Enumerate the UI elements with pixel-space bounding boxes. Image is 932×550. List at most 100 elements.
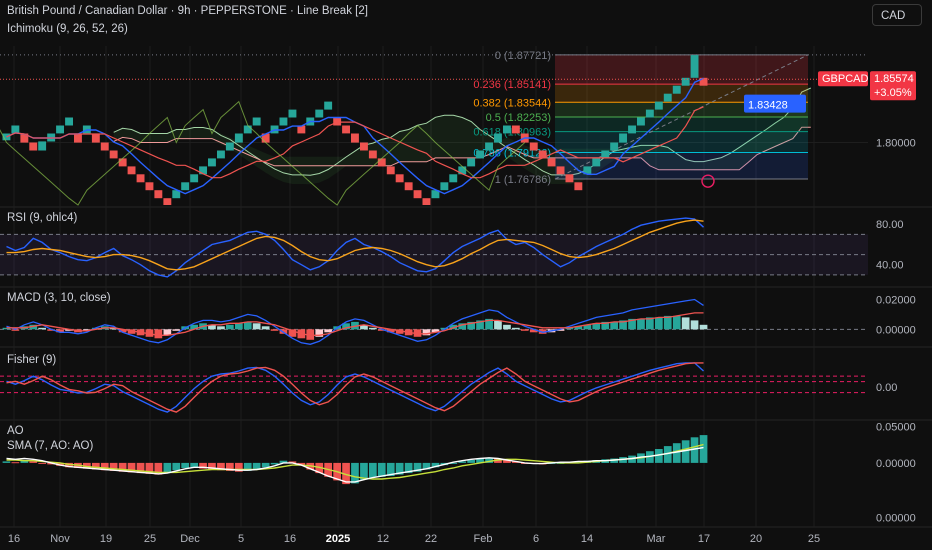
price-brick [288,109,297,118]
ao-bar [342,462,350,485]
macd-histogram-bar [127,329,136,334]
price-brick [538,150,547,159]
ao-bar [681,440,690,463]
macd-histogram-bar [681,317,690,330]
price-brick [109,150,118,159]
price-brick [476,150,484,159]
macd-histogram-bar [243,321,252,330]
macd-histogram-bar [11,329,20,331]
price-brick [529,142,538,151]
ao-bar [226,462,234,471]
macd-histogram-bar [324,329,332,333]
ichimoku-value-label-bg [744,94,806,113]
price-brick [342,125,350,134]
price-brick [29,142,38,151]
rsi-axis-label: 40.00 [876,260,904,272]
price-brick [583,166,592,175]
time-axis-label: 6 [533,533,539,545]
price-brick [261,133,270,143]
ao-bar [663,446,672,463]
macd-line [6,298,704,345]
price-brick [404,182,413,191]
price-brick [556,166,565,175]
macd-histogram-bar [628,318,636,330]
macd-histogram-bar [699,324,708,330]
macd-histogram-bar [574,326,583,330]
price-brick [637,117,645,126]
rsi-line [6,217,704,278]
fisher-trigger-line [6,362,704,413]
rsi-axis-label: 80.00 [876,219,904,231]
macd-histogram-bar [646,317,654,330]
last-price-label-bg [870,71,916,101]
price-brick [127,166,136,175]
ao-bar [699,435,708,463]
fisher-line [6,362,704,413]
price-brick [351,133,359,143]
macd-histogram-bar [163,329,172,336]
bolt-icon [701,174,715,188]
price-brick [208,158,216,167]
macd-histogram-bar [556,329,565,331]
macd-histogram-bar [377,329,386,331]
fisher-axis-label: 0.00 [876,382,897,394]
price-brick [11,125,20,134]
price-brick [440,182,449,191]
ichimoku-label[interactable]: Ichimoku (9, 26, 52, 26) [7,23,128,35]
ao-bar [181,462,189,468]
ao-bar [270,462,279,465]
price-brick [20,133,29,143]
macd-histogram-bar [512,327,520,330]
macd-histogram-bar [109,327,118,330]
macd-histogram-bar [601,321,610,330]
fib-level-label: 0.382 (1.83544) [473,97,551,109]
ao-bar [2,461,11,463]
ao-bar [672,443,681,463]
ao-bar [655,449,663,463]
macd-histogram-bar [494,320,502,330]
macd-signal-line [6,312,704,336]
macd-histogram-bar [663,315,672,330]
macd-histogram-bar [538,329,547,334]
price-brick [172,190,181,199]
currency-button[interactable]: CAD [872,4,922,26]
time-axis-label: 12 [377,533,389,545]
price-brick [163,198,172,205]
price-brick [360,142,368,151]
ao-bar [118,462,127,472]
ao-bar [628,455,636,463]
macd-histogram-bar [172,329,181,331]
price-brick [38,141,47,151]
price-brick [190,174,199,183]
fib-zone [555,54,808,85]
price-brick [368,150,377,159]
macd-histogram-bar [92,327,100,330]
ao-bar [422,462,431,470]
macd-histogram-bar [208,324,216,330]
ao-bar [145,462,154,474]
macd-histogram-bar [306,329,315,340]
macd-title: MACD (3, 10, close) [7,292,111,304]
price-axis-label: 1.80000 [876,138,916,150]
ao-bar [476,458,484,463]
ao-bar [449,462,458,464]
macd-histogram-bar [655,317,663,330]
macd-histogram-bar [315,329,324,337]
macd-histogram-bar [672,315,681,330]
ao-bar [38,462,46,464]
price-brick [422,198,431,205]
ichimoku-cloud [113,88,811,185]
price-brick [225,142,234,151]
price-change-label: +3.05% [874,87,912,99]
ichimoku-value-label: 1.83428 [748,100,788,112]
price-brick [2,133,11,141]
price-brick [145,182,154,191]
price-brick [619,133,627,143]
ao-bar [199,462,207,469]
ao-bar [297,462,306,466]
ao-bar [351,462,359,484]
ao-bar [11,462,20,464]
macd-histogram-bar [529,329,538,333]
price-brick [547,158,556,167]
